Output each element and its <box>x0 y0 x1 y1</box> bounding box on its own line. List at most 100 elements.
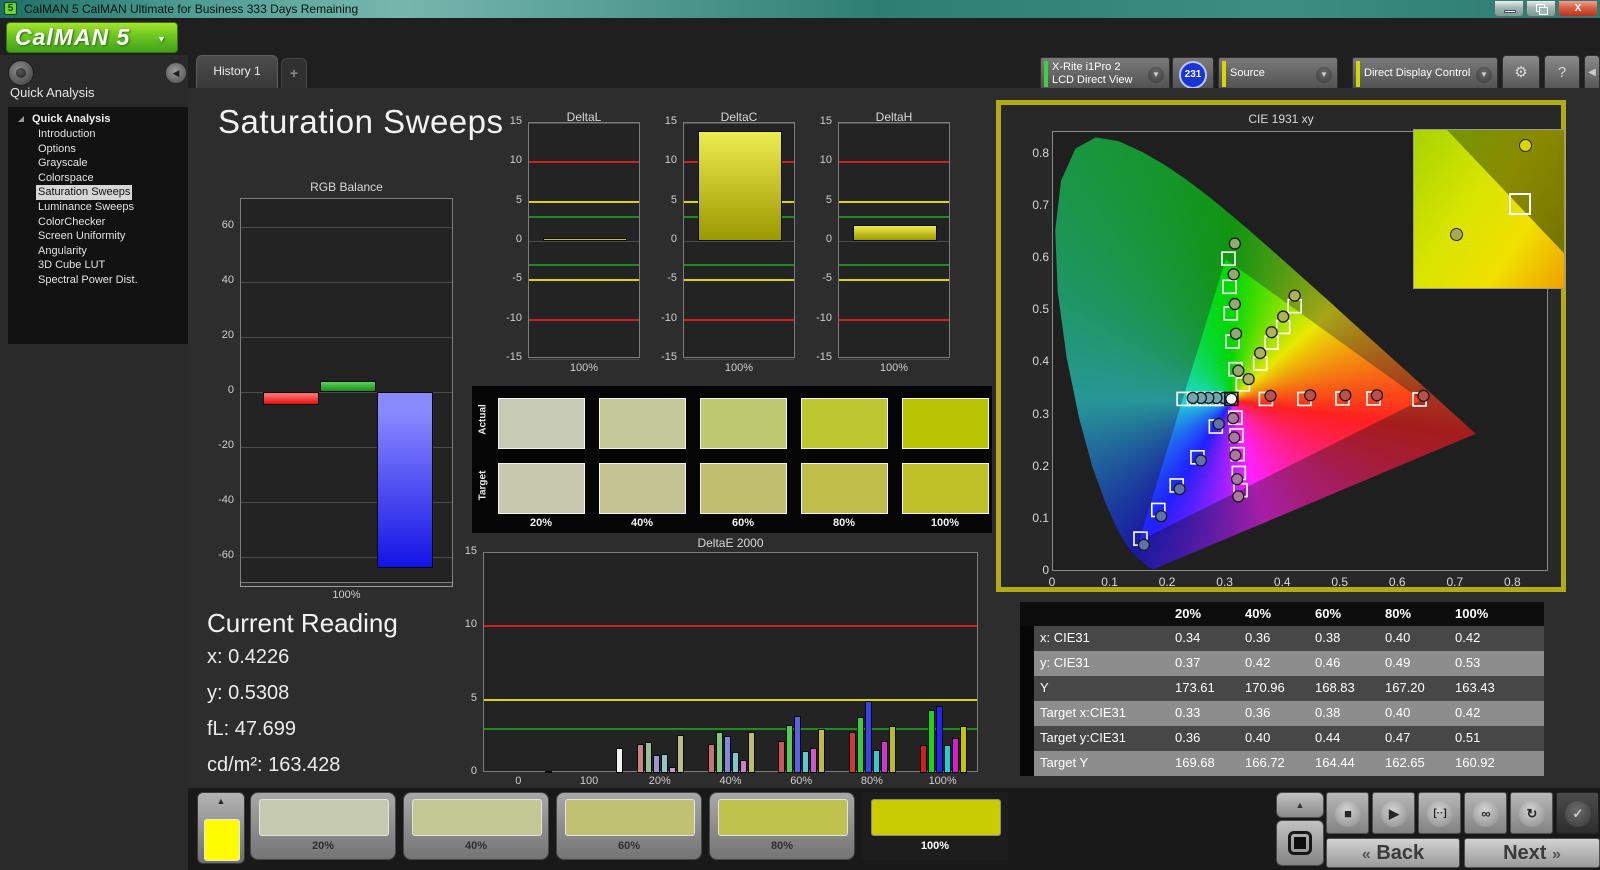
ytick-label: 10 <box>509 154 522 167</box>
table-cell: 0.33 <box>1175 705 1201 720</box>
meter-count-panel: 231 <box>1172 57 1214 91</box>
deltae-bar <box>786 724 794 773</box>
sidebar-item-angularity[interactable]: Angularity <box>38 244 87 257</box>
tab-history-1[interactable]: History 1 <box>196 55 278 88</box>
add-tab-button[interactable]: + <box>281 58 307 88</box>
limit-line <box>484 728 977 730</box>
limit-line <box>684 279 794 282</box>
gridline <box>241 501 452 503</box>
sidebar-item-colorspace[interactable]: Colorspace <box>38 171 94 184</box>
cie-ytick-label: 0 <box>1042 563 1049 577</box>
play-button[interactable]: ▶ <box>1372 792 1415 834</box>
patch-button-60%[interactable]: 60% <box>556 792 702 860</box>
target-swatch-100% <box>902 463 989 514</box>
table-cell: 166.72 <box>1245 755 1285 770</box>
deltae-bar <box>888 726 896 773</box>
table-cell: 0.44 <box>1315 730 1341 745</box>
back-button[interactable]: « Back <box>1326 838 1460 868</box>
accept-icon: ✓ <box>1565 801 1591 827</box>
deltae-xtick-label: 100% <box>928 775 957 787</box>
deltae-bar <box>545 770 553 773</box>
sidebar-collapse-button[interactable]: ◀ <box>166 63 186 83</box>
read-series-icon: [··] <box>1427 801 1453 827</box>
ytick-label: 40 <box>221 273 234 286</box>
deltal-xlabel: 100% <box>569 362 599 374</box>
refresh-button[interactable]: ↻ <box>1510 792 1553 834</box>
sidebar-item-spectral-power-dist-[interactable]: Spectral Power Dist. <box>38 273 138 286</box>
row-label: Target x:CIE31 <box>1040 705 1126 720</box>
gridline <box>529 359 639 360</box>
saturation-swatch-panel: Actual Target 20% 40% 60% 80% 100% <box>472 386 992 533</box>
inset-target-square <box>1508 193 1531 216</box>
help-button[interactable]: ? <box>1544 55 1580 91</box>
target-swatch-20% <box>498 463 585 514</box>
row-strip <box>1020 651 1034 676</box>
continuous-button[interactable]: ∞ <box>1464 792 1507 834</box>
table-row: Target y:CIE31 0.36 0.40 0.44 0.47 0.51 <box>1020 726 1544 751</box>
stop-button[interactable]: ■ <box>1326 792 1369 834</box>
settings-button[interactable]: ⚙ <box>1502 55 1540 91</box>
sidebar-item-introduction[interactable]: Introduction <box>38 128 96 140</box>
patch-window-button[interactable] <box>1276 820 1324 866</box>
table-row: Y 173.61 170.96 168.83 167.20 163.43 <box>1020 676 1544 701</box>
sidebar-item-grayscale[interactable]: Grayscale <box>38 157 88 170</box>
limit-line <box>484 698 977 701</box>
table-cell: 163.43 <box>1455 680 1495 695</box>
tree-root-quick-analysis[interactable]: Quick Analysis <box>8 112 188 127</box>
tree-expand-icon <box>18 116 24 122</box>
close-button[interactable]: X <box>1558 1 1598 17</box>
read-series-button[interactable]: [··] <box>1418 792 1461 834</box>
sidebar-item-colorchecker[interactable]: ColorChecker <box>38 215 106 228</box>
patch-label: 100% <box>920 840 950 852</box>
deltah-chart <box>838 122 950 360</box>
sidebar-mode-button[interactable] <box>8 60 34 86</box>
meter-dropdown[interactable]: X-Rite i1Pro 2 LCD Direct View ▼ <box>1040 57 1170 91</box>
cie-zoom-inset <box>1413 129 1565 289</box>
next-button[interactable]: Next » <box>1464 838 1600 868</box>
patch-swatch <box>259 799 389 836</box>
accept-button[interactable]: ✓ <box>1556 792 1599 834</box>
sidebar-item-screen-uniformity[interactable]: Screen Uniformity <box>38 230 126 243</box>
patch-button-80%[interactable]: 80% <box>709 792 855 860</box>
sidebar-item-options[interactable]: Options <box>38 142 76 155</box>
sidebar-item-3d-cube-lut[interactable]: 3D Cube LUT <box>38 259 106 272</box>
table-cell: 173.61 <box>1175 680 1215 695</box>
patch-button-40%[interactable]: 40% <box>403 792 549 860</box>
restore-button[interactable] <box>1526 1 1556 17</box>
sidebar-item-luminance-sweeps[interactable]: Luminance Sweeps <box>38 200 135 213</box>
ddc-status-bar <box>1356 61 1360 87</box>
sidebar-header: Quick Analysis <box>10 85 95 100</box>
current-reading-cdm2: cd/m²: 163.428 <box>207 754 341 776</box>
deltae-bar <box>951 737 959 773</box>
source-dropdown[interactable]: Source ▼ <box>1218 57 1338 91</box>
deltae-bar <box>731 752 739 773</box>
app-menu-button[interactable]: CalMAN 5 ▼ <box>6 22 178 53</box>
deltae-xtick-label: 80% <box>860 775 883 787</box>
meter-count-badge[interactable]: 231 <box>1179 61 1207 89</box>
cie-xtick-label: 0.4 <box>1273 575 1291 589</box>
cie-xtick-label: 0.1 <box>1101 575 1118 589</box>
collapse-panel-button[interactable]: ◀ <box>1584 55 1600 91</box>
gridline <box>839 123 949 124</box>
display-control-dropdown[interactable]: Direct Display Control ▼ <box>1352 57 1498 91</box>
patch-button-100%[interactable]: 100% <box>862 792 1008 860</box>
patch-button-20%[interactable]: 20% <box>250 792 396 860</box>
row-label: Target Y <box>1040 755 1089 770</box>
deltae-xtick-label: 40% <box>719 775 742 787</box>
table-cell: 0.34 <box>1175 630 1201 645</box>
minimize-button[interactable] <box>1494 1 1524 17</box>
transport-collapse-button[interactable]: ▲ <box>1276 792 1324 818</box>
sidebar-item-saturation-sweeps[interactable]: Saturation Sweeps <box>36 185 133 200</box>
results-table: 20% 40% 60% 80% 100% x: CIE31 0.34 0.36 0.38 0.40… <box>1020 602 1544 776</box>
deltae-bar <box>636 743 644 773</box>
main-content: Saturation Sweeps RGB Balance 60 40 20 0 -20… <box>188 88 1600 788</box>
table-cell: 0.36 <box>1245 705 1271 720</box>
rgb-balance-xaxis <box>240 581 453 587</box>
table-row: Target Y 169.68 166.72 164.44 162.65 160.92 <box>1020 751 1544 776</box>
ytick-label: -5 <box>667 272 677 285</box>
cie-xtick-label: 0.5 <box>1331 575 1349 589</box>
help-icon: ? <box>1557 64 1567 81</box>
deltae-bar <box>818 729 826 773</box>
current-patch-panel[interactable]: ▲ <box>197 792 245 864</box>
deltae-bar <box>644 742 652 773</box>
